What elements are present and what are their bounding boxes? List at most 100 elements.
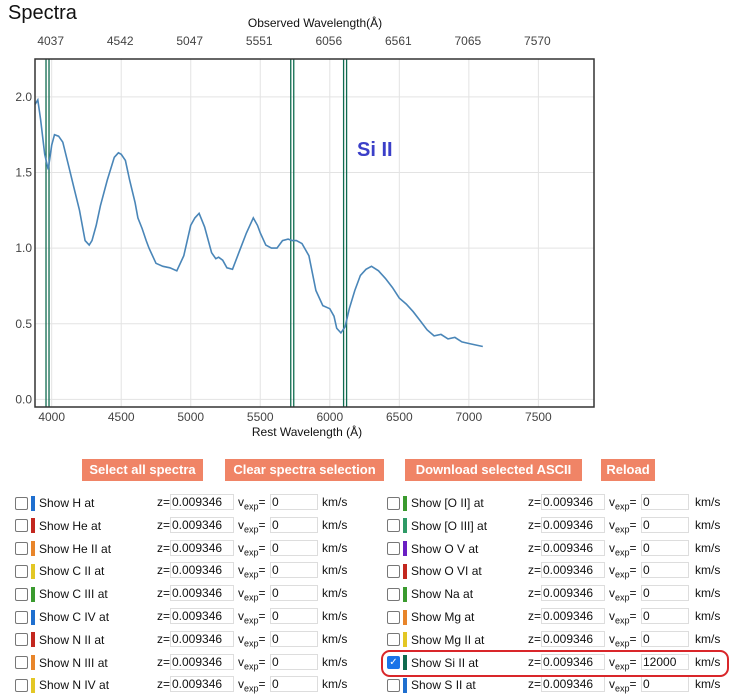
line-toggle-row: Show Mg II at xyxy=(387,630,484,650)
velocity-input[interactable]: 0 xyxy=(641,608,689,624)
velocity-subscript: exp xyxy=(244,638,259,649)
line-color-swatch xyxy=(403,677,407,693)
velocity-label: vexp= xyxy=(238,609,266,625)
line-toggle-row: Show N III at xyxy=(15,653,108,673)
redshift-label: z= xyxy=(528,586,542,601)
redshift-input[interactable]: 0.009346 xyxy=(541,676,605,693)
line-label: Show Na at xyxy=(411,587,474,602)
redshift-label: z= xyxy=(528,654,542,669)
redshift-input[interactable]: 0.009346 xyxy=(541,653,605,670)
redshift-input[interactable]: 0.009346 xyxy=(170,653,234,670)
redshift-input[interactable]: 0.009346 xyxy=(541,494,605,510)
redshift-input[interactable]: 0.009346 xyxy=(541,516,605,533)
line-checkbox[interactable] xyxy=(15,542,28,556)
x2-tick-label: 7065 xyxy=(454,34,481,48)
velocity-input[interactable]: 0 xyxy=(641,562,689,579)
velocity-label: vexp= xyxy=(238,586,266,602)
redshift-input[interactable]: 0.009346 xyxy=(170,562,234,579)
line-color-swatch xyxy=(31,563,35,579)
velocity-symbol: v xyxy=(609,540,615,555)
line-checkbox[interactable] xyxy=(387,633,400,647)
line-checkbox[interactable] xyxy=(15,496,28,510)
velocity-input[interactable]: 0 xyxy=(270,676,318,693)
line-color-swatch xyxy=(31,541,35,557)
velocity-input[interactable]: 0 xyxy=(641,539,689,556)
clear-spectra-selection-button[interactable]: Clear spectra selection xyxy=(225,459,384,481)
redshift-input[interactable]: 0.009346 xyxy=(541,539,605,556)
redshift-input[interactable]: 0.009346 xyxy=(541,608,605,624)
velocity-unit: km/s xyxy=(322,631,348,646)
download-selected-ascii-button[interactable]: Download selected ASCII xyxy=(405,459,582,481)
velocity-input[interactable]: 0 xyxy=(270,653,318,670)
line-checkbox[interactable] xyxy=(387,542,400,556)
select-all-spectra-button[interactable]: Select all spectra xyxy=(82,459,203,481)
redshift-label: z= xyxy=(157,677,171,692)
velocity-input[interactable]: 0 xyxy=(641,676,689,693)
redshift-input[interactable]: 0.009346 xyxy=(170,585,234,602)
line-toggle-row: Show C II at xyxy=(15,561,104,581)
velocity-input[interactable]: 0 xyxy=(270,494,318,510)
redshift-label: z= xyxy=(528,517,542,532)
velocity-unit: km/s xyxy=(322,677,348,692)
velocity-subscript: exp xyxy=(244,524,259,535)
velocity-subscript: exp xyxy=(615,615,630,626)
redshift-input[interactable]: 0.009346 xyxy=(541,630,605,647)
line-checkbox[interactable] xyxy=(15,519,28,533)
velocity-symbol: v xyxy=(238,586,244,601)
velocity-input[interactable]: 0 xyxy=(270,562,318,579)
velocity-input[interactable]: 0 xyxy=(270,516,318,533)
line-checkbox[interactable] xyxy=(15,678,28,692)
line-checkbox[interactable] xyxy=(15,610,28,624)
line-checkbox[interactable] xyxy=(387,610,400,624)
line-checkbox[interactable] xyxy=(387,678,400,692)
velocity-subscript: exp xyxy=(615,660,630,671)
redshift-input[interactable]: 0.009346 xyxy=(541,585,605,602)
velocity-input[interactable]: 0 xyxy=(270,539,318,556)
redshift-input[interactable]: 0.009346 xyxy=(170,676,234,693)
velocity-symbol: v xyxy=(238,631,244,646)
velocity-input[interactable]: 0 xyxy=(270,608,318,624)
redshift-input[interactable]: 0.009346 xyxy=(541,562,605,579)
line-checkbox[interactable] xyxy=(15,633,28,647)
velocity-unit: km/s xyxy=(695,517,721,532)
line-checkbox[interactable] xyxy=(15,564,28,578)
velocity-equals: = xyxy=(258,609,266,623)
velocity-equals: = xyxy=(258,677,266,692)
line-checkbox[interactable] xyxy=(387,564,400,578)
velocity-label: vexp= xyxy=(609,495,637,511)
velocity-input[interactable]: 0 xyxy=(270,585,318,602)
line-checkbox[interactable] xyxy=(15,656,28,670)
velocity-subscript: exp xyxy=(615,683,630,694)
velocity-input[interactable]: 0 xyxy=(641,516,689,533)
velocity-input[interactable]: 12000 xyxy=(641,653,689,670)
velocity-unit: km/s xyxy=(322,517,348,532)
velocity-equals: = xyxy=(629,631,637,646)
velocity-input[interactable]: 0 xyxy=(641,494,689,510)
redshift-input[interactable]: 0.009346 xyxy=(170,608,234,624)
line-label: Show He II at xyxy=(39,541,112,556)
redshift-input[interactable]: 0.009346 xyxy=(170,630,234,647)
velocity-equals: = xyxy=(258,631,266,646)
spectrum-chart[interactable]: Observed Wavelength(Å) 4037 4542 5047 5551 6… xyxy=(0,0,730,445)
redshift-input[interactable]: 0.009346 xyxy=(170,539,234,556)
line-checkbox[interactable] xyxy=(15,587,28,601)
line-checkbox[interactable]: ✓ xyxy=(387,656,400,670)
velocity-equals: = xyxy=(629,517,637,532)
x2-tick-label: 5551 xyxy=(246,34,273,48)
bottom-axis-label: Rest Wavelength (Å) xyxy=(252,424,362,439)
velocity-subscript: exp xyxy=(244,546,259,557)
velocity-input[interactable]: 0 xyxy=(641,585,689,602)
line-toggle-row: Show N IV at xyxy=(15,675,109,695)
velocity-subscript: exp xyxy=(615,546,630,557)
line-checkbox[interactable] xyxy=(387,496,400,510)
line-label: Show N IV at xyxy=(39,678,110,693)
line-checkbox[interactable] xyxy=(387,519,400,533)
velocity-input[interactable]: 0 xyxy=(270,630,318,647)
line-checkbox[interactable] xyxy=(387,587,400,601)
reload-button[interactable]: Reload xyxy=(601,459,655,481)
velocity-label: vexp= xyxy=(609,518,637,534)
redshift-input[interactable]: 0.009346 xyxy=(170,494,234,510)
redshift-input[interactable]: 0.009346 xyxy=(170,516,234,533)
line-label: Show Mg II at xyxy=(411,632,485,647)
velocity-input[interactable]: 0 xyxy=(641,630,689,647)
